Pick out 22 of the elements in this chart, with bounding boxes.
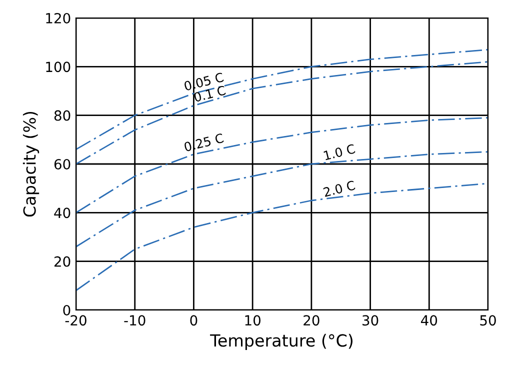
y-tick-label: 40 [54, 208, 70, 218]
x-tick-label: -20 [65, 315, 86, 326]
x-tick-label: 30 [362, 315, 378, 326]
x-tick-label: 10 [245, 315, 260, 326]
x-tick-label: -10 [124, 315, 146, 326]
x-tick-label: 50 [480, 315, 496, 326]
y-tick-label: 0 [63, 304, 70, 316]
y-tick-label: 60 [54, 158, 70, 170]
x-axis-title: Temperature (°C) [210, 334, 352, 350]
y-tick-label: 100 [46, 62, 70, 72]
y-axis-title: Capacity (%) [22, 112, 40, 217]
x-tick-label: 0 [190, 315, 198, 326]
x-tick-label: 40 [420, 315, 438, 326]
line-series [76, 61, 488, 165]
annotation: 2.0 C [323, 180, 356, 198]
line-series [76, 117, 488, 214]
annotation: 1.0 C [324, 144, 356, 160]
annotation: 0.25 C [184, 133, 224, 152]
y-tick-label: 80 [54, 110, 70, 121]
y-tick-label: 120 [46, 12, 70, 24]
y-tick-label: 20 [54, 256, 70, 267]
x-tick-label: 20 [304, 315, 320, 326]
